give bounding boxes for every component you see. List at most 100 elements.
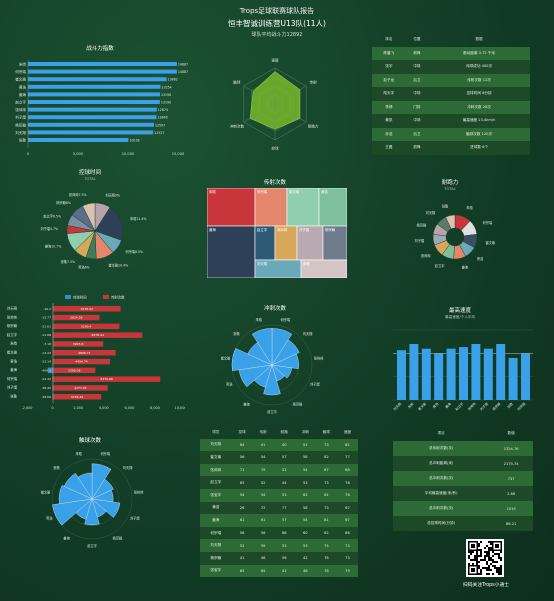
treemap-label: 赵立宇: [257, 227, 268, 232]
qr-module: [480, 559, 482, 561]
qr-module: [498, 573, 500, 575]
table-cell: 55: [260, 543, 266, 548]
column-category-label: 姜海: [444, 401, 453, 410]
qr-module: [480, 569, 482, 571]
table-cell: 53: [303, 543, 308, 548]
qr-module: [476, 561, 478, 563]
bar-category-label: 刘子熠: [15, 115, 26, 120]
table-cell: 何宗瑞: [210, 530, 222, 535]
column-category-label: 赵立宇: [454, 401, 464, 411]
radar-spoke: [243, 103, 276, 123]
bar-category-label: 崔文瑜: [7, 350, 18, 355]
qr-module: [490, 549, 492, 551]
qr-code: [466, 539, 504, 577]
bar: [28, 107, 157, 112]
qr-module: [478, 567, 480, 569]
qr-module: [488, 559, 490, 561]
table-header: 位置: [413, 37, 421, 42]
polar-label: 刘子熠: [130, 516, 140, 521]
bar-value-label: -38.66: [41, 395, 51, 399]
radar-axis-label: 冲刺次数: [230, 124, 245, 129]
bar-value-label: 13254: [162, 85, 172, 89]
polar-label: 姜海: [63, 536, 70, 541]
table-cell: 61: [260, 518, 266, 523]
qr-module: [500, 565, 502, 567]
polar-label: 刘天翔: [123, 465, 133, 470]
qr-module: [486, 551, 488, 553]
qr-module: [498, 571, 500, 573]
pie-label: 刘子熠4.7%: [40, 226, 58, 231]
qr-module: [468, 557, 470, 559]
qr-module: [488, 553, 490, 555]
column-category-label: 崔文瑜: [417, 401, 428, 412]
qr-module: [478, 549, 480, 551]
column-category-label: 朱晗: [407, 401, 416, 410]
qr-module: [490, 563, 492, 565]
bar-positive: [53, 358, 111, 365]
qr-module: [488, 549, 490, 551]
pie-label: 赵立宇: [435, 263, 445, 268]
polar1-title: 冲刺次数: [263, 306, 286, 312]
table-row: 王磊 前锋 进球数 6个: [372, 141, 530, 155]
polar-label: 杨宗翰: [113, 536, 123, 541]
qr-module: [476, 557, 478, 559]
table-row: 陆天宇 中场 控球时间 8分钟: [372, 87, 530, 101]
qr-module: [472, 551, 474, 553]
column-bar: [446, 348, 456, 400]
pie-label: 崔文瑜10.4%: [108, 262, 128, 267]
bar-category-label: 杨宗翰: [7, 323, 18, 328]
table-cell: 54: [239, 493, 245, 498]
column-category-label: 杨宗翰: [491, 401, 502, 412]
qr-module: [486, 555, 488, 557]
player-row: 张宝宇 65 64 41 46 78 79: [200, 564, 358, 578]
table-cell: 前锋: [413, 50, 421, 55]
column-bar: [397, 350, 406, 400]
bar-value-label: 3766.46: [71, 395, 83, 399]
table-cell: 44: [281, 480, 287, 485]
table-cell: 张宇: [385, 64, 393, 69]
table-cell: 54: [303, 468, 308, 473]
pie-label: 张敬: [442, 204, 449, 209]
qr-module: [486, 567, 488, 569]
bar: [28, 84, 161, 89]
table-cell: 陆天宇: [383, 91, 395, 96]
table-cell: 总冲刺距离(米): [428, 461, 454, 465]
qr-module: [496, 561, 498, 563]
bar-positive: [53, 323, 120, 330]
table-cell: 76: [345, 493, 350, 498]
team-average: 球队平均战斗力12892: [251, 32, 303, 38]
column-category-label: 刘子熠: [479, 401, 489, 411]
bar-value-label: 3925.6: [73, 342, 84, 346]
table-cell: 81: [324, 518, 329, 523]
qr-module: [484, 559, 486, 561]
table-cell: 赵子龙: [383, 77, 395, 82]
table-header: 数值: [507, 431, 515, 435]
pie-label: 刘天翔: [426, 210, 436, 215]
bar-value-label: 12527: [154, 131, 164, 135]
table-cell: 控球时间 8分钟: [466, 91, 492, 96]
table-cell: 前锋: [413, 145, 421, 150]
donut-subtitle: TOTAL: [444, 187, 456, 191]
bar-value-label: 14887: [178, 70, 188, 74]
top-rank-table: 排名 位置 数据 陈晨飞 前锋 跑动距离 3.72 千米 张宇 中场 传球成功 400次 赵子龙后…: [372, 33, 530, 155]
bar-category-label: 朱晗: [19, 62, 27, 67]
qr-module: [496, 571, 498, 573]
bar-category-label: 何宗瑞: [15, 69, 26, 74]
bar-value-label: 4454.74: [75, 360, 87, 364]
table-cell: 78: [324, 568, 329, 573]
table-cell: 46: [303, 568, 308, 573]
polar-bar: [271, 339, 300, 366]
x-tick-label: 4,000: [99, 406, 109, 410]
qr-module: [478, 573, 480, 575]
table-header: 传射: [259, 429, 267, 434]
qr-module: [476, 563, 478, 565]
table-cell: 41: [281, 568, 287, 573]
qr-module: [486, 553, 488, 555]
qr-module: [468, 563, 470, 565]
player-row: 崔文瑜 56 54 57 58 82 77: [200, 451, 358, 464]
qr-module: [480, 555, 482, 557]
polar-label: 崔文瑜: [41, 489, 51, 494]
pie-label: 朱晗21.4%: [130, 216, 147, 221]
bar-value-label: 3634.28: [70, 316, 82, 320]
table-cell: 57: [281, 518, 287, 523]
